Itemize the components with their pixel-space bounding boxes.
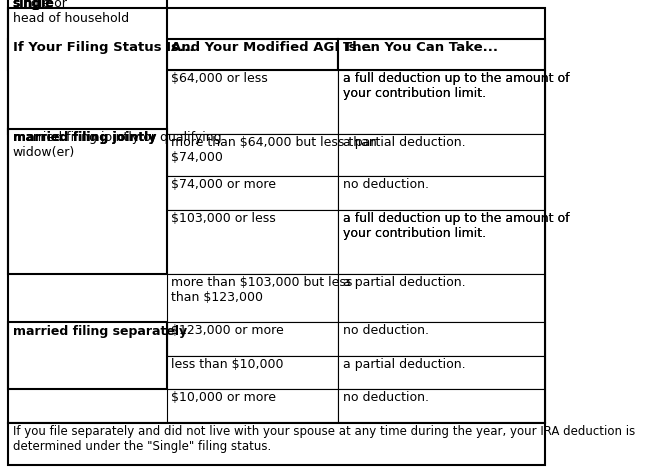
Text: $103,000 or less: $103,000 or less [171, 212, 276, 225]
Text: single or
head of household: single or head of household [13, 0, 129, 25]
Text: a full deduction up to the amount of
your contribution limit.: a full deduction up to the amount of you… [343, 212, 569, 240]
Text: If you file separately and did not live with your spouse at any time during the : If you file separately and did not live … [13, 426, 635, 454]
Bar [339, 134, 545, 176]
Text: Then You Can Take...: Then You Can Take... [343, 41, 498, 54]
Bar [167, 322, 339, 356]
Bar [167, 134, 339, 176]
Bar [8, 129, 167, 274]
Text: single or
head of household: single or head of household [13, 0, 129, 25]
Text: married filing jointly or qualifying
widow(er): married filing jointly or qualifying wid… [13, 131, 221, 159]
Text: married filing jointly or qualifying
widow(er): married filing jointly or qualifying wid… [13, 131, 221, 159]
Text: a full deduction up to the amount of
your contribution limit.: a full deduction up to the amount of you… [343, 212, 569, 240]
Text: married filing jointly: married filing jointly [13, 131, 156, 144]
Bar [8, 0, 167, 134]
Bar [339, 210, 545, 274]
Bar [339, 176, 545, 210]
Bar [339, 39, 545, 70]
Bar [339, 322, 545, 356]
Text: And Your Modified AGI Is...: And Your Modified AGI Is... [171, 41, 372, 54]
Bar [167, 356, 339, 389]
Text: more than $64,000 but less than
$74,000: more than $64,000 but less than $74,000 [171, 136, 377, 164]
Bar [167, 39, 339, 70]
Text: no deduction.: no deduction. [343, 178, 429, 191]
Bar [8, 423, 545, 465]
Text: a partial deduction.: a partial deduction. [343, 357, 466, 371]
Text: single: single [13, 0, 55, 9]
Text: single: single [13, 0, 55, 9]
Text: a partial deduction.: a partial deduction. [343, 276, 466, 289]
Text: married filing jointly: married filing jointly [13, 131, 156, 144]
Bar [167, 274, 339, 322]
Bar [167, 70, 339, 134]
Text: no deduction.: no deduction. [343, 324, 429, 337]
Text: more than $103,000 but less
than $123,000: more than $103,000 but less than $123,00… [171, 276, 353, 304]
Text: a partial deduction.: a partial deduction. [343, 136, 466, 149]
Bar [339, 356, 545, 389]
Bar [8, 322, 167, 389]
Text: a full deduction up to the amount of
your contribution limit.: a full deduction up to the amount of you… [343, 72, 569, 100]
Text: $74,000 or more: $74,000 or more [171, 178, 276, 191]
Bar [8, 39, 167, 70]
Bar [167, 389, 339, 423]
Bar [167, 210, 339, 274]
Text: a full deduction up to the amount of
your contribution limit.: a full deduction up to the amount of you… [343, 72, 569, 100]
Text: $123,000 or more: $123,000 or more [171, 324, 284, 337]
Bar [339, 389, 545, 423]
Bar [167, 176, 339, 210]
Bar [339, 70, 545, 134]
Bar [339, 274, 545, 322]
Text: If Your Filing Status Is...: If Your Filing Status Is... [13, 41, 194, 54]
Text: married filing separately: married filing separately [13, 325, 187, 337]
Text: $10,000 or more: $10,000 or more [171, 391, 276, 404]
Text: no deduction.: no deduction. [343, 391, 429, 404]
Text: less than $10,000: less than $10,000 [171, 357, 284, 371]
Text: $64,000 or less: $64,000 or less [171, 72, 268, 85]
